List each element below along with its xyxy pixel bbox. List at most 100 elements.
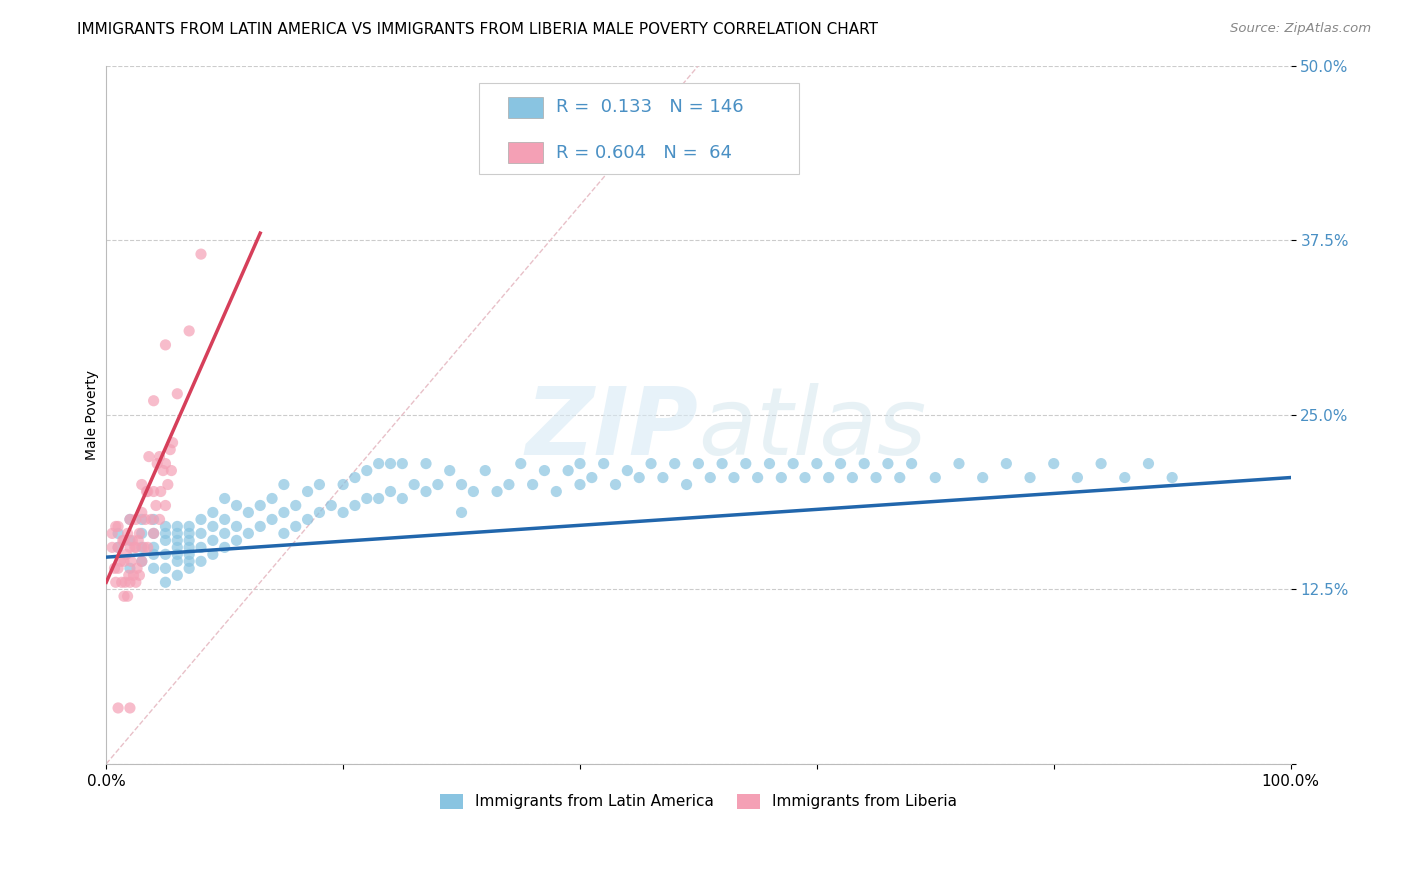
Point [190,541,212,555]
Point [138,450,160,464]
Point [155,457,177,471]
Point [111,575,134,590]
Point [380,484,402,499]
Point [131,554,153,568]
Point [122,568,145,582]
Point [343,470,366,484]
Point [273,477,295,491]
Point [125,575,148,590]
Point [125,561,148,575]
Point [166,568,188,582]
Point [273,506,295,520]
Text: R = 0.604   N =  64: R = 0.604 N = 64 [557,144,733,161]
Point [439,464,461,478]
Point [155,499,177,513]
Text: R =  0.133   N = 146: R = 0.133 N = 146 [557,98,744,117]
Point [533,464,555,478]
Point [104,575,127,590]
Point [179,519,201,533]
Point [179,561,201,575]
Point [107,701,129,715]
FancyBboxPatch shape [508,97,543,118]
Point [125,512,148,526]
Point [747,470,769,484]
Point [107,561,129,575]
Point [146,457,169,471]
Point [155,519,177,533]
Point [112,554,135,568]
Point [214,526,236,541]
Point [841,470,863,484]
Point [450,477,472,491]
Point [225,533,247,548]
Point [136,484,159,499]
Point [664,457,686,471]
Point [142,526,165,541]
Text: IMMIGRANTS FROM LATIN AMERICA VS IMMIGRANTS FROM LIBERIA MALE POVERTY CORRELATIO: IMMIGRANTS FROM LATIN AMERICA VS IMMIGRA… [77,22,879,37]
Legend: Immigrants from Latin America, Immigrants from Liberia: Immigrants from Latin America, Immigrant… [434,788,963,815]
Point [166,547,188,561]
Point [107,526,129,541]
Point [225,499,247,513]
Point [651,470,673,484]
Point [148,512,170,526]
Point [723,470,745,484]
Point [201,547,224,561]
Point [136,541,159,555]
Point [142,547,165,561]
Point [118,541,141,555]
Point [142,484,165,499]
Point [1019,470,1042,484]
Point [118,575,141,590]
Point [141,512,163,526]
Point [135,484,157,499]
Point [145,499,167,513]
Point [498,477,520,491]
Point [605,477,627,491]
Point [557,464,579,478]
Point [166,554,188,568]
Point [509,457,531,471]
Point [125,541,148,555]
Point [121,533,143,548]
Point [155,575,177,590]
Point [865,470,887,484]
Point [830,457,852,471]
Point [101,526,124,541]
Point [152,464,174,478]
Point [214,512,236,526]
Point [356,491,378,506]
Point [782,457,804,471]
Point [995,457,1018,471]
Point [142,561,165,575]
Text: Source: ZipAtlas.com: Source: ZipAtlas.com [1230,22,1371,36]
Point [1137,457,1160,471]
Point [1066,470,1088,484]
Text: ZIP: ZIP [526,383,699,475]
Point [179,324,201,338]
Point [101,541,124,555]
Point [284,499,307,513]
Point [104,519,127,533]
Point [1114,470,1136,484]
Point [107,541,129,555]
Point [758,101,780,115]
Point [1161,470,1184,484]
Point [569,477,592,491]
Point [131,506,153,520]
Point [225,519,247,533]
Point [699,470,721,484]
Point [148,450,170,464]
Point [238,506,260,520]
Point [142,393,165,408]
Point [640,457,662,471]
Point [115,547,138,561]
Point [297,484,319,499]
Point [806,457,828,471]
Point [155,526,177,541]
Point [155,533,177,548]
Point [156,477,179,491]
Point [131,477,153,491]
Point [415,484,437,499]
Point [853,457,876,471]
